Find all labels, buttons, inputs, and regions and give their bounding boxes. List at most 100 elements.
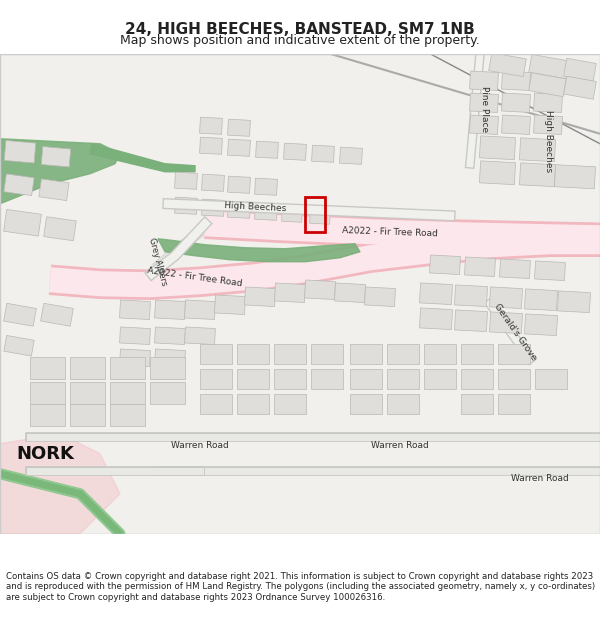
Polygon shape: [41, 147, 71, 167]
Polygon shape: [202, 199, 224, 216]
Polygon shape: [529, 73, 566, 97]
Polygon shape: [41, 303, 73, 326]
Polygon shape: [254, 203, 277, 221]
Polygon shape: [520, 138, 556, 162]
Polygon shape: [430, 255, 460, 274]
Polygon shape: [44, 217, 76, 241]
Polygon shape: [227, 176, 250, 193]
Bar: [461, 394, 493, 414]
Polygon shape: [227, 201, 250, 218]
Bar: [350, 394, 382, 414]
Polygon shape: [479, 136, 515, 159]
Polygon shape: [454, 285, 488, 307]
Bar: [110, 357, 145, 379]
Polygon shape: [489, 53, 526, 77]
Bar: [70, 357, 105, 379]
Bar: [498, 369, 530, 389]
Polygon shape: [0, 139, 120, 204]
Polygon shape: [4, 209, 41, 236]
Polygon shape: [175, 172, 197, 189]
Bar: [535, 369, 567, 389]
Polygon shape: [119, 349, 151, 366]
Bar: [70, 382, 105, 404]
Bar: [274, 394, 306, 414]
Bar: [274, 369, 306, 389]
Polygon shape: [119, 327, 151, 344]
Polygon shape: [185, 327, 215, 344]
Bar: [424, 344, 456, 364]
Polygon shape: [419, 283, 452, 304]
Polygon shape: [524, 314, 557, 336]
Polygon shape: [557, 291, 590, 312]
Bar: [150, 357, 185, 379]
Text: NORK: NORK: [16, 445, 74, 462]
Bar: [200, 369, 232, 389]
Polygon shape: [335, 283, 365, 302]
Polygon shape: [39, 179, 69, 201]
Bar: [110, 404, 145, 426]
Polygon shape: [502, 93, 530, 112]
Text: Pine Place: Pine Place: [479, 86, 488, 132]
Polygon shape: [502, 71, 530, 91]
Text: Warren Road: Warren Road: [511, 474, 569, 483]
Polygon shape: [119, 300, 151, 319]
Bar: [200, 394, 232, 414]
Polygon shape: [490, 287, 523, 309]
Bar: [311, 344, 343, 364]
Text: Gerald's Grove: Gerald's Grove: [492, 302, 538, 362]
Polygon shape: [535, 261, 565, 281]
Polygon shape: [158, 239, 360, 262]
Text: Warren Road: Warren Road: [371, 441, 429, 450]
Polygon shape: [500, 259, 530, 279]
Text: Warren Road: Warren Road: [171, 441, 229, 450]
Polygon shape: [470, 93, 499, 112]
Polygon shape: [0, 434, 120, 534]
Bar: [387, 394, 419, 414]
Polygon shape: [4, 174, 34, 196]
Polygon shape: [470, 71, 499, 91]
Bar: [305, 197, 325, 232]
Polygon shape: [227, 139, 250, 156]
Polygon shape: [310, 208, 331, 224]
Text: Grey Alders: Grey Alders: [147, 237, 169, 287]
Bar: [387, 369, 419, 389]
Bar: [237, 344, 269, 364]
Polygon shape: [155, 349, 185, 366]
Polygon shape: [254, 178, 277, 196]
Bar: [461, 369, 493, 389]
Polygon shape: [185, 300, 215, 319]
Polygon shape: [529, 54, 571, 79]
Polygon shape: [524, 289, 557, 311]
Polygon shape: [4, 303, 37, 326]
Bar: [237, 394, 269, 414]
Polygon shape: [90, 144, 195, 172]
Polygon shape: [464, 257, 496, 276]
Polygon shape: [454, 310, 488, 332]
Polygon shape: [311, 145, 334, 162]
Polygon shape: [281, 206, 302, 222]
Polygon shape: [200, 117, 223, 134]
Text: Map shows position and indicative extent of the property.: Map shows position and indicative extent…: [120, 34, 480, 48]
Polygon shape: [215, 295, 245, 314]
Text: High Beeches: High Beeches: [544, 110, 553, 172]
Text: High Beeches: High Beeches: [224, 201, 286, 213]
Polygon shape: [502, 115, 530, 134]
Text: A2022 - Fir Tree Road: A2022 - Fir Tree Road: [342, 226, 438, 238]
Polygon shape: [4, 141, 36, 163]
Polygon shape: [490, 312, 523, 334]
Polygon shape: [563, 58, 596, 81]
Polygon shape: [284, 143, 307, 161]
Polygon shape: [245, 287, 275, 306]
Polygon shape: [256, 141, 278, 158]
Polygon shape: [175, 197, 197, 214]
Polygon shape: [227, 119, 250, 136]
Bar: [70, 404, 105, 426]
Bar: [498, 344, 530, 364]
Polygon shape: [563, 76, 596, 99]
Bar: [387, 344, 419, 364]
Bar: [350, 369, 382, 389]
Bar: [461, 344, 493, 364]
Bar: [200, 344, 232, 364]
Text: Contains OS data © Crown copyright and database right 2021. This information is : Contains OS data © Crown copyright and d…: [6, 572, 595, 602]
Polygon shape: [554, 165, 596, 189]
